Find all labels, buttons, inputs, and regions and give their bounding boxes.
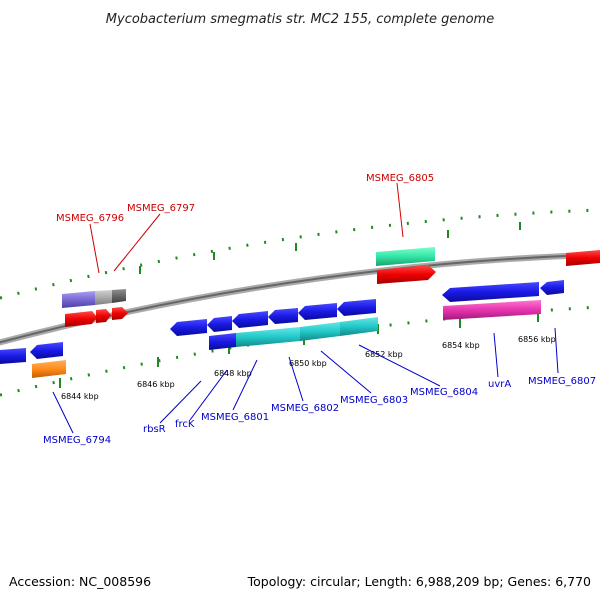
gene-label-frcK[interactable]: frcK	[175, 419, 195, 430]
gene-label-MSMEG_6797[interactable]: MSMEG_6797	[127, 203, 195, 214]
feature-cyan-bar-3[interactable]	[340, 317, 378, 336]
gene-label-MSMEG_6804[interactable]: MSMEG_6804	[410, 387, 478, 398]
genome-summary-text: Topology: circular; Length: 6,988,209 bp…	[247, 574, 591, 589]
feature-cyan-bar-2[interactable]	[300, 322, 340, 341]
scale-label-6846: 6846 kbp	[137, 380, 175, 389]
feature-purple-bar[interactable]	[62, 291, 95, 308]
feature-orange-bar[interactable]	[32, 360, 66, 378]
cds-MSMEG_6796[interactable]	[65, 311, 97, 327]
cds-MSMEG_6803[interactable]	[298, 303, 337, 320]
gene-label-MSMEG_6805[interactable]: MSMEG_6805	[366, 173, 434, 184]
gene-label-rbsR[interactable]: rbsR	[143, 424, 166, 435]
cds-MSMEG_6797-a[interactable]	[96, 309, 111, 323]
cds-frcK[interactable]	[207, 316, 232, 332]
scale-label-6844: 6844 kbp	[61, 392, 99, 401]
cds-MSMEG_6802[interactable]	[268, 308, 298, 324]
gene-label-MSMEG_6802[interactable]: MSMEG_6802	[271, 403, 339, 414]
gene-label-MSMEG_6803[interactable]: MSMEG_6803	[340, 395, 408, 406]
cds-uvrA[interactable]	[442, 282, 539, 302]
forward-tick-track	[0, 208, 600, 300]
cds-right-edge[interactable]	[566, 250, 600, 266]
feature-green-bar[interactable]	[376, 247, 435, 266]
label-leaders	[52, 182, 559, 434]
cds-MSMEG_6794[interactable]	[30, 342, 63, 359]
cds-MSMEG_6805[interactable]	[377, 265, 436, 284]
map-title: Mycobacterium smegmatis str. MC2 155, co…	[106, 12, 494, 27]
cds-rbsR[interactable]	[170, 319, 207, 336]
accession-text: Accession: NC_008596	[9, 574, 151, 589]
cds-MSMEG_6804[interactable]	[337, 299, 376, 316]
reverse-features	[0, 280, 564, 378]
scale-label-6854: 6854 kbp	[442, 341, 480, 350]
feature-cyan-bar-1[interactable]	[236, 327, 300, 347]
feature-magenta-bar[interactable]	[443, 300, 541, 320]
gene-label-MSMEG_6794[interactable]: MSMEG_6794	[43, 435, 111, 446]
scale-label-6848: 6848 kbp	[214, 369, 252, 378]
cds-small-blue[interactable]	[209, 333, 236, 350]
cds-left-edge[interactable]	[0, 348, 26, 364]
scale-label-6852: 6852 kbp	[365, 350, 403, 359]
scale-label-6850: 6850 kbp	[289, 359, 327, 368]
cds-MSMEG_6807[interactable]	[540, 280, 564, 295]
scale-label-6856: 6856 kbp	[518, 335, 556, 344]
gene-label-MSMEG_6801[interactable]: MSMEG_6801	[201, 412, 269, 423]
gene-label-MSMEG_6807[interactable]: MSMEG_6807	[528, 376, 596, 387]
cds-MSMEG_6797-b[interactable]	[112, 307, 128, 320]
forward-features	[62, 247, 600, 327]
feature-darkgray-bar[interactable]	[112, 289, 126, 303]
cds-MSMEG_6801[interactable]	[232, 311, 268, 328]
gene-label-MSMEG_6796[interactable]: MSMEG_6796	[56, 213, 124, 224]
gene-label-uvrA[interactable]: uvrA	[488, 379, 511, 390]
feature-gray-bar[interactable]	[95, 290, 112, 305]
